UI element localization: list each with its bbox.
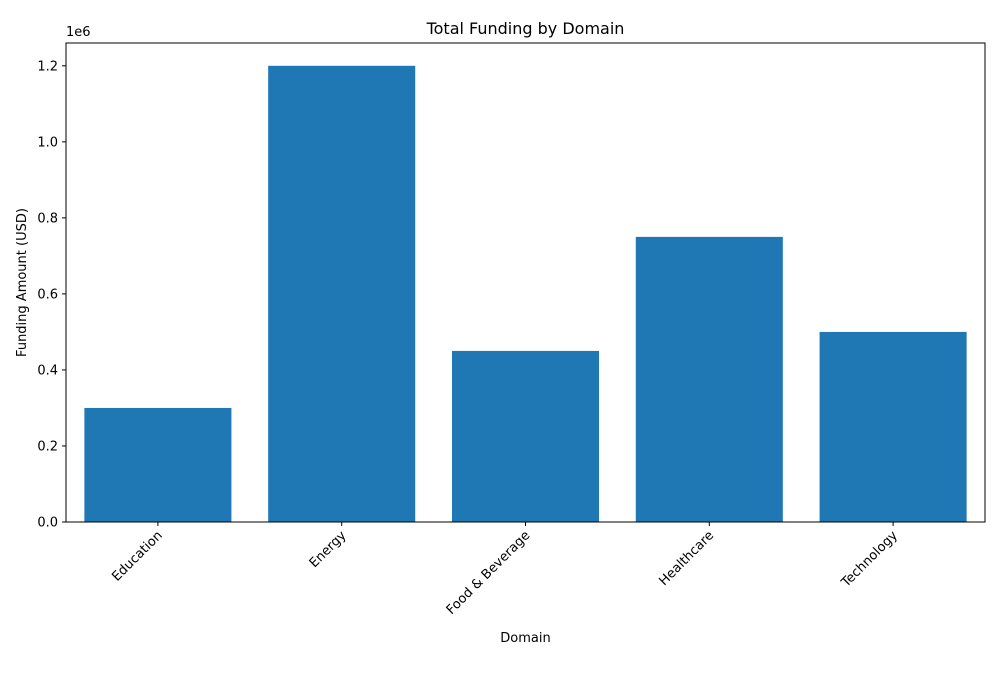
x-axis-label: Domain	[500, 631, 550, 646]
x-tick-label: Healthcare	[656, 528, 717, 589]
y-tick-label: 0.2	[37, 439, 58, 454]
y-axis-label: Funding Amount (USD)	[15, 208, 30, 357]
plot-area-frame	[65, 42, 986, 523]
y-tick-label: 1.0	[37, 135, 58, 150]
y-axis-ticks: 0.0 0.2 0.4 0.6 0.8 1.0 1.2	[37, 59, 66, 531]
y-tick-label: 1.2	[37, 59, 58, 74]
chart-title: Total Funding by Domain	[426, 19, 625, 38]
y-tick-label: 0.4	[37, 363, 58, 378]
bar-food-beverage	[451, 350, 600, 522]
y-tick-label: 0.0	[37, 516, 58, 531]
x-tick-label: Food & Beverage	[444, 528, 534, 618]
x-tick-label: Energy	[307, 528, 350, 571]
x-tick-label: Education	[109, 528, 165, 584]
bar-energy	[268, 65, 416, 523]
y-axis-offset-label: 1e6	[66, 25, 91, 40]
x-axis-ticks: Education Energy Food & Beverage Healthcare…	[109, 522, 901, 618]
bar-education	[84, 407, 232, 522]
y-tick-label: 0.8	[37, 211, 58, 226]
bar-healthcare	[635, 236, 783, 522]
bar-technology	[819, 331, 967, 522]
bars-group	[84, 65, 967, 523]
x-tick-label: Technology	[838, 528, 901, 591]
y-tick-label: 0.6	[37, 287, 58, 302]
